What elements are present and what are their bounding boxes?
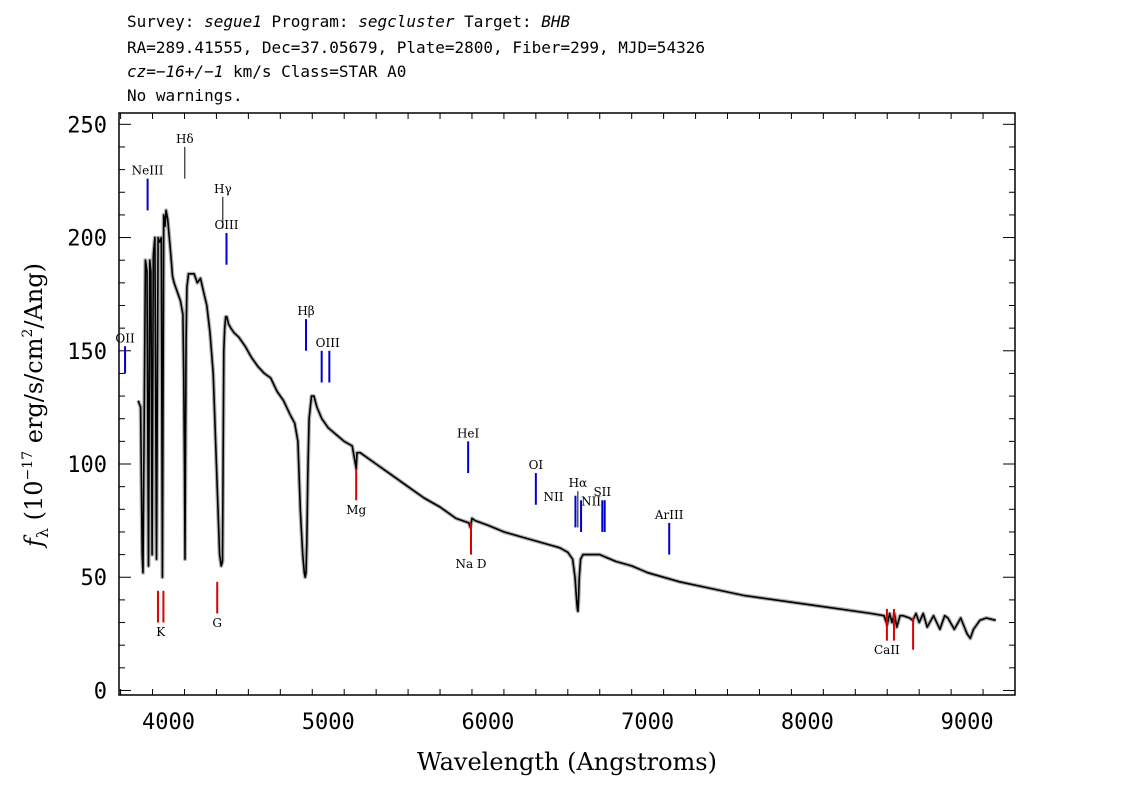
absorption-label: CaII bbox=[874, 643, 900, 657]
flux-line bbox=[137, 209, 996, 640]
y-tick-label: 100 bbox=[67, 453, 107, 478]
survey-value: segue1 bbox=[204, 12, 262, 31]
emission-label: NeIII bbox=[132, 164, 164, 178]
emission-label: NII bbox=[543, 490, 563, 504]
x-axis-title: Wavelength (Angstroms) bbox=[417, 748, 717, 776]
emission-label: OIII bbox=[214, 218, 238, 232]
y-tick-label: 250 bbox=[67, 113, 107, 138]
error-band bbox=[136, 208, 997, 641]
emission-label: ArIII bbox=[654, 508, 684, 522]
emission-label: Hδ bbox=[176, 132, 194, 146]
program-label: Program: bbox=[261, 12, 359, 31]
absorption-label: G bbox=[212, 616, 222, 630]
y-tick-label: 150 bbox=[67, 340, 107, 365]
x-tick-label: 8000 bbox=[781, 710, 834, 735]
axis-ticks bbox=[119, 113, 1016, 695]
target-value: BHB bbox=[541, 12, 571, 31]
survey-label: Survey: bbox=[127, 12, 205, 31]
emission-label: HeI bbox=[457, 426, 480, 440]
emission-label: SII bbox=[593, 485, 611, 499]
x-tick-label: 4000 bbox=[142, 710, 195, 735]
header-line-4: No warnings. bbox=[127, 86, 243, 105]
emission-label: OII bbox=[115, 331, 135, 345]
absorption-label: K bbox=[156, 625, 166, 639]
plot-frame bbox=[118, 112, 1016, 696]
header-line-3: cz=−16+/−1 km/s Class=STAR A0 bbox=[127, 62, 406, 82]
emission-label: Hβ bbox=[297, 304, 314, 318]
emission-label: NII bbox=[581, 494, 601, 508]
y-tick-label: 200 bbox=[67, 227, 107, 252]
x-tick-label: 6000 bbox=[461, 710, 514, 735]
emission-label: Hα bbox=[569, 476, 588, 490]
emission-label: OIII bbox=[316, 336, 340, 350]
y-axis-title: fλ (10−17 erg/s/cm2/Ang) bbox=[20, 263, 52, 549]
absorption-label: H bbox=[158, 0, 168, 3]
x-tick-label: 5000 bbox=[302, 710, 355, 735]
header-line-1: Survey: segue1 Program: segcluster Targe… bbox=[127, 12, 570, 32]
line-markers: OIINeIIIHδHγOIIIHβOIIIHeIOINIIHαNIISIIAr… bbox=[115, 0, 915, 657]
x-tick-label: 9000 bbox=[941, 710, 994, 735]
redshift-value: cz=−16+/−1 bbox=[127, 62, 224, 81]
y-tick-label: 50 bbox=[81, 566, 108, 591]
class-text: km/s Class=STAR A0 bbox=[223, 62, 407, 81]
emission-label: Hγ bbox=[214, 182, 232, 196]
emission-label: OI bbox=[529, 458, 544, 472]
header-line-2: RA=289.41555, Dec=37.05679, Plate=2800, … bbox=[127, 38, 705, 57]
target-label: Target: bbox=[454, 12, 542, 31]
y-tick-label: 0 bbox=[94, 679, 107, 704]
x-tick-label: 7000 bbox=[621, 710, 674, 735]
program-value: segcluster bbox=[358, 12, 455, 31]
absorption-label: Mg bbox=[346, 503, 366, 517]
spectrum-series bbox=[136, 208, 997, 641]
absorption-label: Na D bbox=[455, 557, 486, 571]
tick-labels: 4000 5000 6000 7000 8000 9000 0 50 100 150 200 250 bbox=[67, 113, 993, 735]
